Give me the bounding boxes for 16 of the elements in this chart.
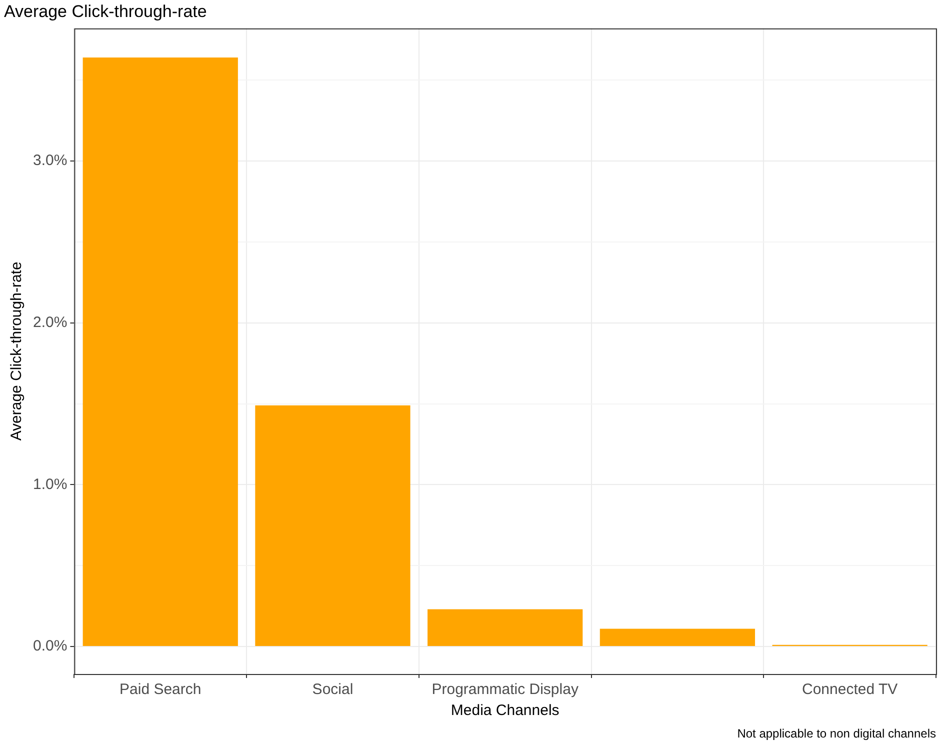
text: Not applicable to non digital channels <box>737 726 936 740</box>
x-tick-label: Paid Search <box>120 681 202 698</box>
y-tick-label: 2.0% <box>32 314 68 332</box>
y-tick-label: 1.0% <box>32 476 68 493</box>
x-tick-label: Social <box>312 681 354 698</box>
x-tick-label: Connected TV <box>802 681 898 698</box>
x-tick-label: Programmatic Display <box>432 681 579 698</box>
y-axis-title: Average Click-through-rate <box>8 262 26 441</box>
y-tick-label: 0.0% <box>32 638 68 655</box>
x-axis-title: Media Channels <box>450 702 560 720</box>
chart-title: Average Click-through-rate <box>4 2 207 21</box>
bar <box>82 58 238 646</box>
y-tick-label: 3.0% <box>32 152 68 170</box>
bar <box>255 405 410 646</box>
bar <box>600 628 756 646</box>
bar <box>428 609 583 646</box>
